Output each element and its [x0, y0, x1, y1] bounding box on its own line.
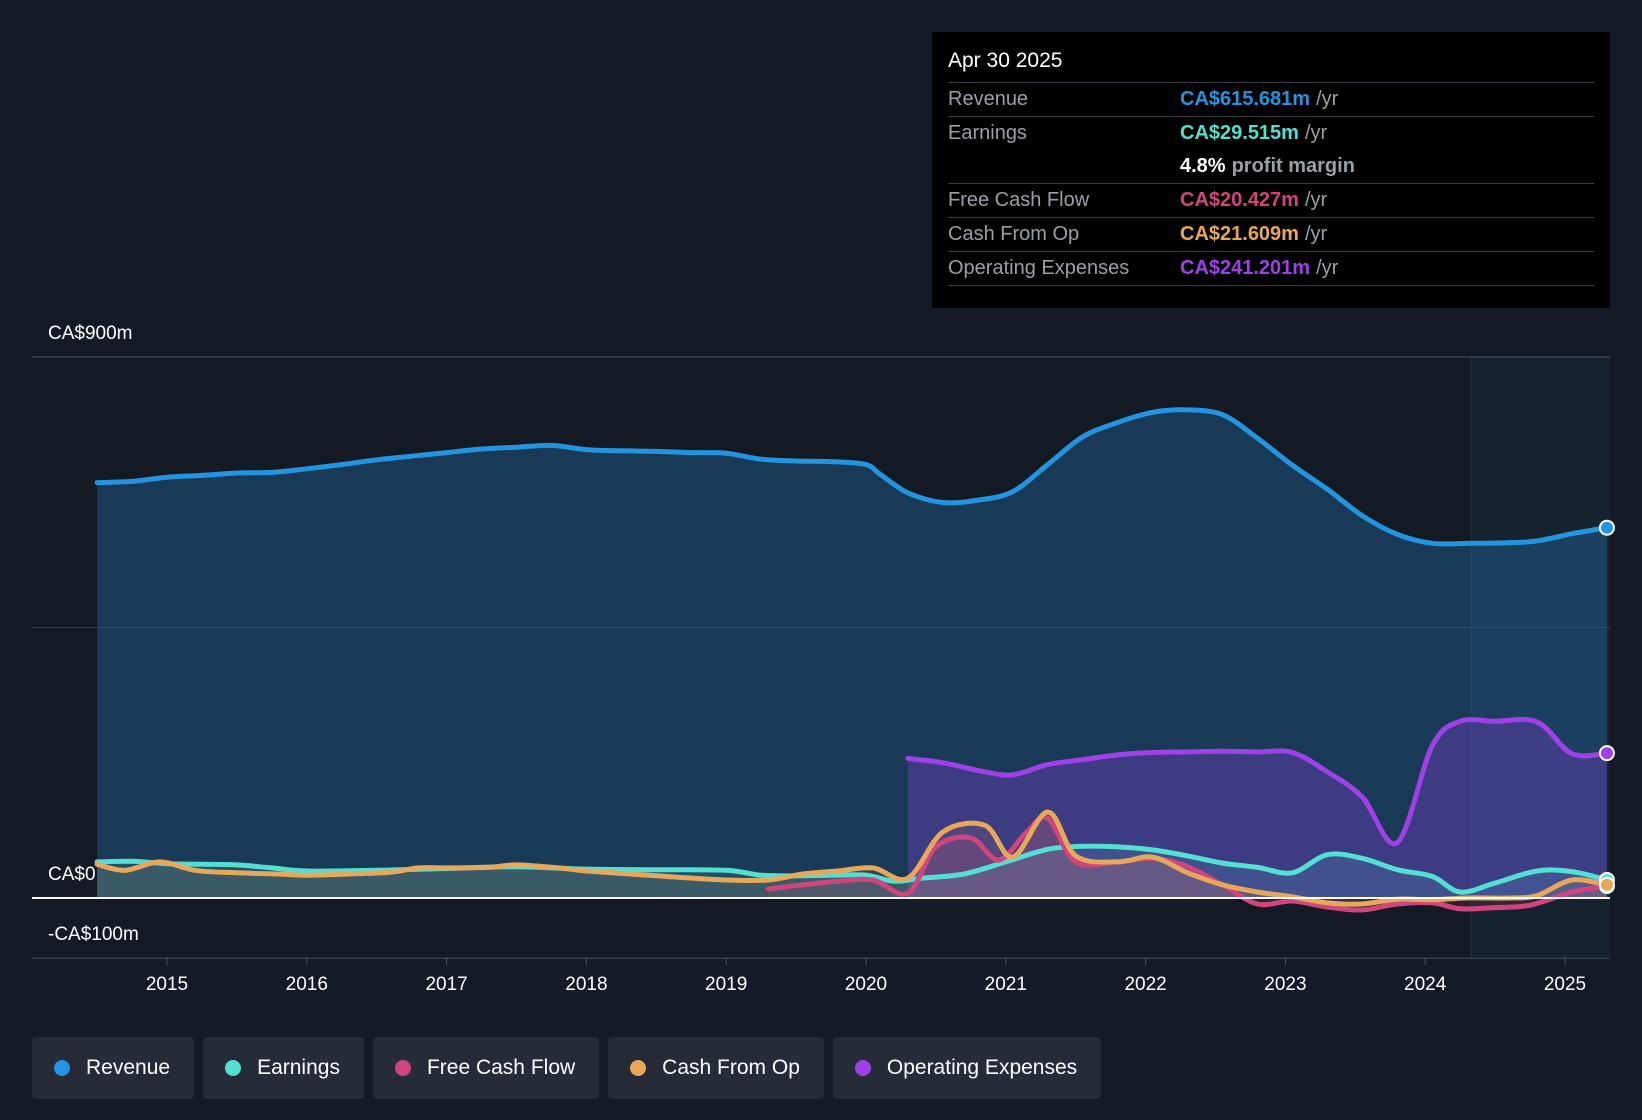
cash-from-op-area	[97, 811, 1607, 905]
tooltip-row-revenue: Revenue CA$615.681m /yr	[948, 82, 1594, 116]
earnings-dot-icon	[225, 1060, 242, 1076]
y-tick-label: CA$900m	[48, 323, 133, 344]
operating-expenses-area	[907, 719, 1607, 898]
cash-from-op-line	[94, 809, 1610, 907]
data-tooltip: Apr 30 2025 Revenue CA$615.681m /yr Earn…	[932, 32, 1610, 308]
tooltip-margin-text: profit margin	[1231, 155, 1355, 177]
revenue-dot-icon	[54, 1060, 70, 1076]
tooltip-cfo-value: CA$21.609m	[1180, 223, 1299, 245]
cash-from-op-dot-icon	[630, 1060, 647, 1076]
x-tick-label-2022: 2022	[1124, 974, 1166, 995]
legend-label-earnings: Earnings	[257, 1056, 340, 1079]
tooltip-cfo-unit: /yr	[1304, 223, 1328, 245]
tooltip-row-fcf: Free Cash Flow CA$20.427m /yr	[948, 183, 1594, 217]
tooltip-row-cfo: Cash From Op CA$21.609m /yr	[948, 217, 1594, 251]
x-tick-label-2023: 2023	[1264, 974, 1306, 995]
legend-item-earnings[interactable]: Earnings	[203, 1037, 364, 1099]
legend-label-cash-from-op: Cash From Op	[662, 1056, 800, 1079]
legend-item-operating-expenses[interactable]: Operating Expenses	[832, 1037, 1102, 1099]
x-tick-label-2016: 2016	[286, 974, 328, 995]
tooltip-row-opex: Operating Expenses CA$241.201m /yr	[948, 251, 1594, 286]
y-tick-label: CA$0	[48, 864, 96, 885]
x-tick-label-2019: 2019	[705, 974, 747, 995]
legend-item-cash-from-op[interactable]: Cash From Op	[608, 1037, 824, 1099]
tooltip-date: Apr 30 2025	[948, 49, 1063, 72]
tooltip-margin-value: 4.8%	[1180, 155, 1226, 177]
free-cash-flow-dot-icon	[394, 1060, 411, 1076]
earnings-line	[94, 843, 1610, 895]
legend-label-free-cash-flow: Free Cash Flow	[426, 1056, 576, 1079]
x-tick-label-2017: 2017	[425, 974, 467, 995]
tooltip-opex-label: Operating Expenses	[948, 257, 1130, 279]
revenue-area	[97, 409, 1607, 898]
revenue-end-marker	[1598, 519, 1615, 536]
highlight-region	[1471, 357, 1610, 957]
tooltip-opex-value: CA$241.201m	[1180, 257, 1311, 279]
tooltip-fcf-label: Free Cash Flow	[948, 189, 1090, 211]
cash-from-op-end-marker	[1598, 876, 1615, 893]
tooltip-fcf-value: CA$20.427m	[1180, 189, 1299, 211]
tooltip-earnings-label: Earnings	[948, 122, 1027, 144]
revenue-line	[94, 407, 1610, 547]
x-tick-label-2024: 2024	[1404, 974, 1447, 995]
tooltip-opex-unit: /yr	[1316, 257, 1339, 279]
legend-label-operating-expenses: Operating Expenses	[886, 1056, 1078, 1079]
operating-expenses-line	[905, 716, 1610, 847]
legend-item-revenue[interactable]: Revenue	[32, 1037, 195, 1099]
x-tick-label-2015: 2015	[146, 974, 188, 995]
tooltip-row-margin: 4.8% profit margin	[948, 150, 1594, 183]
x-tick-label-2018: 2018	[565, 974, 607, 995]
legend-item-free-cash-flow[interactable]: Free Cash Flow	[372, 1037, 600, 1099]
x-tick-label-2021: 2021	[985, 974, 1027, 995]
free-cash-flow-area	[768, 816, 1607, 911]
legend: Revenue Earnings Free Cash Flow Cash Fro…	[32, 1037, 1102, 1099]
legend-label-revenue: Revenue	[86, 1056, 171, 1079]
y-tick-label: -CA$100m	[48, 924, 139, 945]
tooltip-cfo-label: Cash From Op	[948, 223, 1080, 245]
tooltip-revenue-unit: /yr	[1316, 88, 1339, 110]
tooltip-revenue-label: Revenue	[948, 88, 1029, 110]
tooltip-revenue-value: CA$615.681m	[1180, 88, 1311, 110]
operating-expenses-end-marker	[1598, 745, 1615, 762]
x-tick-label-2020: 2020	[845, 974, 887, 995]
tooltip-row-earnings: Earnings CA$29.515m /yr	[948, 116, 1594, 150]
tooltip-fcf-unit: /yr	[1304, 189, 1328, 211]
tooltip-earnings-value: CA$29.515m	[1180, 122, 1299, 144]
tooltip-earnings-unit: /yr	[1304, 122, 1328, 144]
x-tick-label-2025: 2025	[1544, 974, 1586, 995]
operating-expenses-dot-icon	[854, 1060, 871, 1076]
